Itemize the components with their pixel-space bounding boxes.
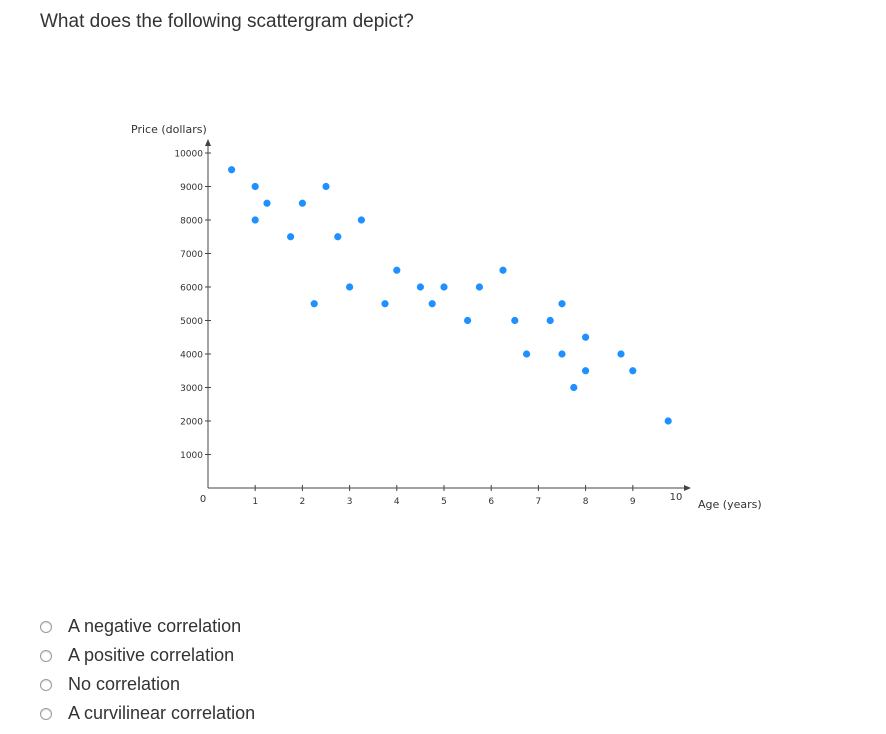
option-curvilinear-correlation[interactable]: A curvilinear correlation: [40, 699, 255, 728]
radio-button[interactable]: [40, 649, 52, 662]
data-point: [617, 350, 625, 358]
y-tick-label: 5000: [180, 317, 203, 327]
data-point: [381, 300, 389, 308]
answer-options: A negative correlation A positive correl…: [40, 612, 255, 728]
y-tick-label: 9000: [180, 183, 203, 193]
data-point: [440, 283, 448, 291]
y-tick-label: 2000: [180, 418, 203, 428]
data-point: [357, 216, 365, 224]
data-point: [393, 266, 401, 274]
x-ticks: 1 2 3 4 5 6 7 8 9 10: [252, 485, 682, 507]
radio-button[interactable]: [40, 678, 52, 691]
y-axis-title: Price (dollars): [131, 123, 207, 136]
data-point: [570, 383, 578, 392]
data-point: [251, 182, 259, 191]
data-point: [263, 199, 271, 207]
y-tick-label: 3000: [180, 384, 203, 394]
radio-button[interactable]: [40, 707, 52, 720]
data-point: [428, 300, 436, 308]
data-point: [346, 283, 354, 291]
data-point: [582, 333, 590, 341]
data-point: [322, 182, 330, 191]
y-tick-label: 6000: [180, 284, 203, 294]
option-no-correlation[interactable]: No correlation: [40, 670, 255, 699]
x-tick-label: 4: [394, 497, 400, 507]
data-point: [251, 216, 259, 224]
x-tick-label: 9: [630, 497, 636, 507]
data-point: [582, 367, 590, 375]
option-label: A positive correlation: [68, 645, 235, 665]
data-point: [310, 300, 318, 308]
x-tick-label: 10: [670, 492, 683, 503]
option-positive-correlation[interactable]: A positive correlation: [40, 641, 255, 670]
origin-label: 0: [200, 494, 206, 505]
x-tick-label: 3: [347, 497, 353, 507]
data-point: [523, 350, 531, 358]
data-point: [546, 316, 554, 325]
data-point: [298, 199, 306, 207]
data-point: [287, 233, 295, 241]
y-tick-label: 7000: [180, 250, 203, 260]
option-label: No correlation: [68, 674, 181, 694]
data-point: [499, 266, 507, 274]
x-tick-label: 2: [300, 497, 306, 507]
y-tick-label: 4000: [180, 351, 203, 361]
x-tick-label: 7: [536, 497, 542, 507]
question-text: What does the following scattergram depi…: [40, 11, 414, 32]
data-point: [334, 233, 342, 241]
x-tick-label: 1: [252, 497, 258, 507]
data-point: [464, 316, 472, 325]
x-axis-arrow: [684, 485, 691, 491]
y-ticks: 10000 9000 8000 7000 6000 5000 4000 3000 2000 100…: [174, 150, 211, 461]
radio-button[interactable]: [40, 620, 52, 633]
data-point: [475, 283, 483, 291]
data-points: [228, 166, 672, 425]
y-tick-label: 8000: [180, 217, 203, 227]
data-point: [558, 300, 566, 308]
x-axis-title: Age (years): [698, 498, 762, 511]
x-tick-label: 6: [488, 497, 494, 507]
y-tick-label: 10000: [174, 150, 203, 160]
data-point: [664, 417, 672, 425]
option-label: A negative correlation: [68, 616, 242, 636]
option-negative-correlation[interactable]: A negative correlation: [40, 612, 255, 641]
data-point: [558, 350, 566, 358]
data-point: [228, 166, 236, 174]
data-point: [416, 283, 424, 291]
y-tick-label: 1000: [180, 451, 203, 461]
x-tick-label: 5: [441, 497, 447, 507]
data-point: [629, 367, 637, 375]
y-axis-arrow: [205, 139, 211, 146]
data-point: [511, 316, 519, 325]
scatter-chart: Price (dollars) Age (years) 0 10000 9000 8…: [131, 123, 762, 511]
x-tick-label: 8: [583, 497, 589, 507]
option-label: A curvilinear correlation: [68, 703, 256, 723]
